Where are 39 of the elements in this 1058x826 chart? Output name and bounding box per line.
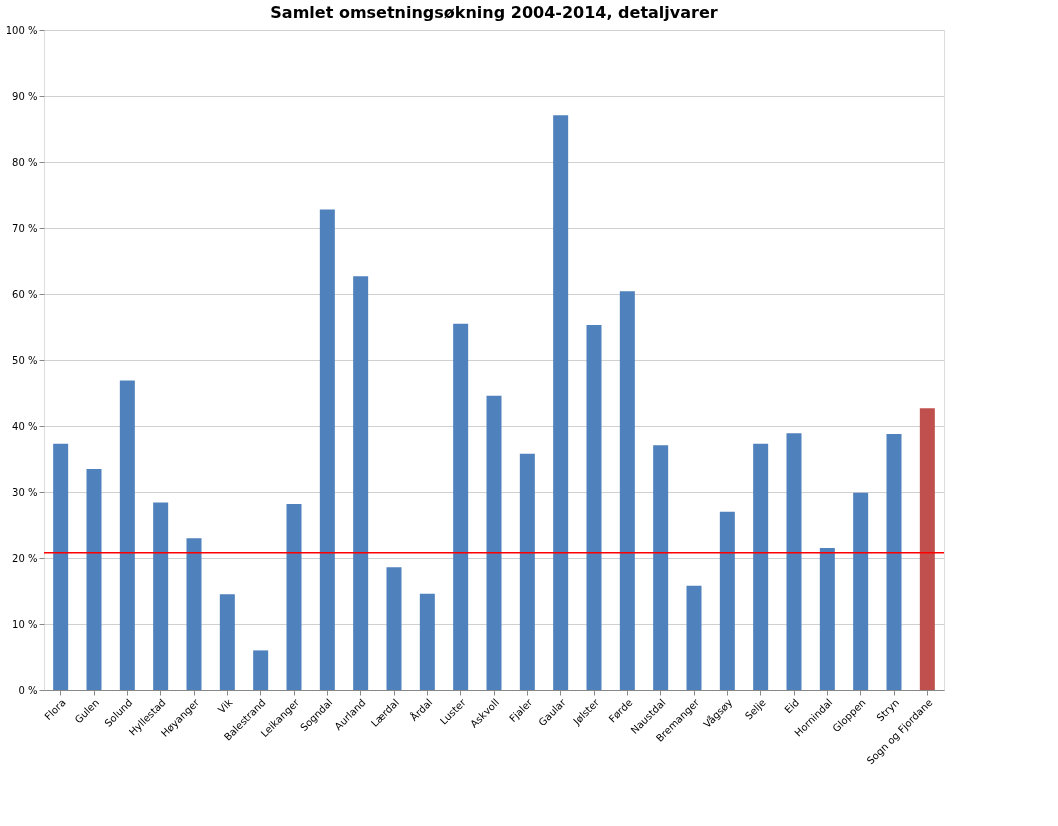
bar xyxy=(719,511,735,690)
bar xyxy=(586,325,602,690)
y-tick-label: 30 % xyxy=(12,486,38,498)
bar xyxy=(119,380,135,690)
bar xyxy=(886,433,902,690)
bar xyxy=(319,209,335,690)
y-tick-label: 60 % xyxy=(12,288,38,300)
bar xyxy=(686,585,702,690)
bar xyxy=(919,408,935,690)
y-tick-label: 50 % xyxy=(12,354,38,366)
bar xyxy=(353,276,369,690)
y-tick-label: 80 % xyxy=(12,156,38,168)
y-tick-label: 100 % xyxy=(5,24,38,36)
y-tick-label: 20 % xyxy=(12,552,38,564)
bar xyxy=(786,433,802,690)
bar xyxy=(453,323,469,690)
bar xyxy=(753,443,769,690)
y-tick-label: 40 % xyxy=(12,420,38,432)
y-tick-label: 0 % xyxy=(18,684,38,696)
bar xyxy=(253,650,269,690)
bar xyxy=(386,567,402,690)
bar xyxy=(419,593,435,690)
bar xyxy=(519,453,535,690)
bar xyxy=(86,468,102,690)
bar xyxy=(853,492,869,690)
bar xyxy=(819,548,835,690)
y-tick-label: 90 % xyxy=(12,90,38,102)
bar xyxy=(219,594,235,690)
bar xyxy=(153,502,169,690)
bar xyxy=(653,445,669,690)
bar xyxy=(486,395,502,690)
bar xyxy=(186,538,202,690)
y-tick-label: 10 % xyxy=(12,618,38,630)
bar xyxy=(53,443,69,690)
y-tick-label: 70 % xyxy=(12,222,38,234)
chart-title: Samlet omsetningsøkning 2004-2014, detaljvarer xyxy=(270,3,718,22)
bar xyxy=(553,115,569,690)
bar xyxy=(286,503,302,690)
bar xyxy=(619,291,635,690)
